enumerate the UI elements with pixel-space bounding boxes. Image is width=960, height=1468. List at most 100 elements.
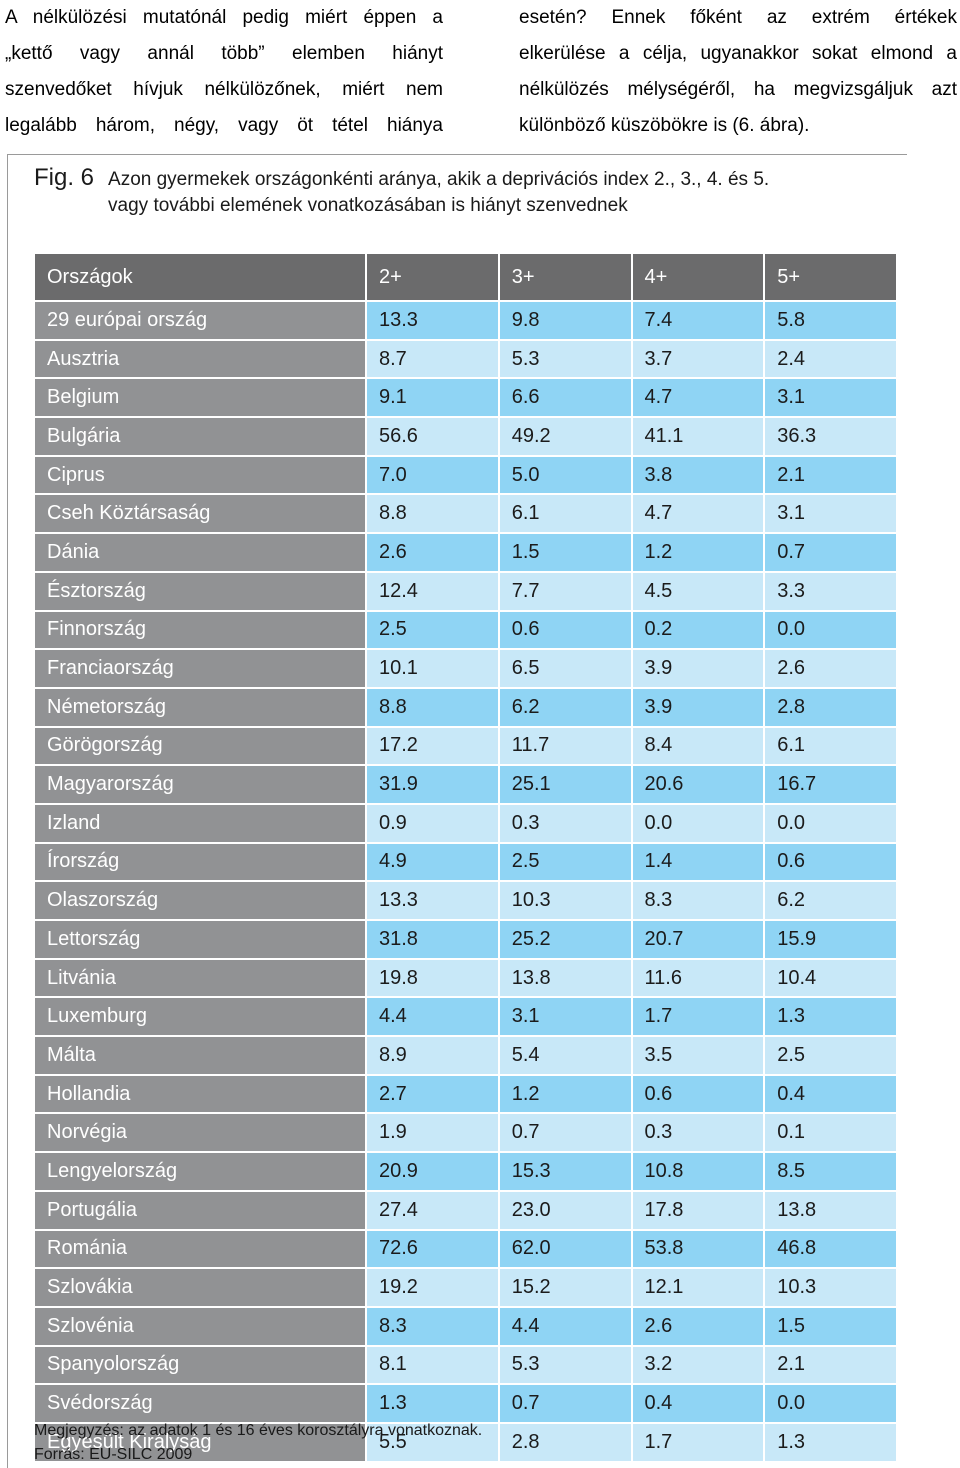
country-cell: Észtország: [35, 571, 367, 612]
value-cell: 2.7: [366, 1074, 500, 1115]
figure-title-line: vagy további elemének vonatkozásában is …: [108, 195, 628, 216]
country-cell: Finnország: [35, 610, 367, 651]
value-cell: 0.9: [366, 803, 500, 844]
value-cell: 8.3: [631, 881, 766, 921]
value-cell: 56.6: [366, 417, 500, 457]
country-cell: Németország: [35, 687, 367, 728]
value-cell: 49.2: [498, 417, 633, 457]
text-line: szenvedőket hívjuk nélkülözőnek, miért n…: [5, 79, 443, 100]
value-cell: 0.2: [631, 610, 766, 651]
value-cell: 31.9: [366, 765, 500, 805]
value-cell: 46.8: [764, 1229, 898, 1270]
value-cell: 13.8: [498, 958, 633, 999]
country-cell: Portugália: [35, 1190, 367, 1231]
figure-source: Forrás: EU-SILC 2009: [34, 1446, 193, 1463]
value-cell: 13.8: [764, 1190, 898, 1231]
country-cell: Egyesült Királyság: [35, 1422, 367, 1463]
table-row: Ciprus 7.0 5.0 3.8 2.1: [35, 455, 898, 496]
value-cell: 2.6: [366, 533, 500, 573]
table-row: Egyesült Királyság 5.5 2.8 1.7 1.3: [35, 1422, 898, 1463]
text-line: A nélkülözési mutatónál pedig miért éppe…: [5, 7, 443, 28]
country-cell: Ausztria: [35, 339, 367, 380]
value-cell: 7.0: [366, 455, 500, 496]
country-cell: Svédország: [35, 1384, 367, 1424]
figure-title: Azon gyermekek országonkénti aránya, aki…: [108, 165, 769, 219]
value-cell: 62.0: [498, 1229, 633, 1270]
value-cell: 2.1: [764, 1345, 898, 1386]
table-row: Írország 4.9 2.5 1.4 0.6: [35, 842, 898, 883]
value-cell: 72.6: [366, 1229, 500, 1270]
header-5plus: 5+: [764, 254, 898, 302]
table-row: 29 európai ország 13.3 9.8 7.4 5.8: [35, 301, 898, 341]
table-row: Ausztria 8.7 5.3 3.7 2.4: [35, 339, 898, 380]
value-cell: 0.1: [764, 1113, 898, 1154]
table-row: Szlovénia 8.3 4.4 2.6 1.5: [35, 1306, 898, 1347]
country-cell: Luxemburg: [35, 997, 367, 1038]
value-cell: 8.5: [764, 1152, 898, 1192]
value-cell: 0.3: [498, 803, 633, 844]
table-row: Hollandia 2.7 1.2 0.6 0.4: [35, 1074, 898, 1115]
country-cell: Szlovénia: [35, 1306, 367, 1347]
value-cell: 19.8: [366, 958, 500, 999]
header-2plus: 2+: [366, 254, 500, 302]
value-cell: 0.6: [764, 842, 898, 883]
table-row: Belgium 9.1 6.6 4.7 3.1: [35, 378, 898, 419]
value-cell: 3.1: [764, 494, 898, 535]
value-cell: 1.5: [498, 533, 633, 573]
value-cell: 20.6: [631, 765, 766, 805]
country-cell: Bulgária: [35, 417, 367, 457]
header-4plus: 4+: [631, 254, 766, 302]
value-cell: 8.8: [366, 494, 500, 535]
body-text: A nélkülözési mutatónál pedig miért éppe…: [5, 0, 957, 145]
value-cell: 6.5: [498, 649, 633, 689]
table-row: Norvégia 1.9 0.7 0.3 0.1: [35, 1113, 898, 1154]
value-cell: 15.3: [498, 1152, 633, 1192]
value-cell: 0.0: [764, 803, 898, 844]
value-cell: 16.7: [764, 765, 898, 805]
value-cell: 2.8: [764, 687, 898, 728]
value-cell: 10.8: [631, 1152, 766, 1192]
value-cell: 7.4: [631, 301, 766, 341]
value-cell: 1.9: [366, 1113, 500, 1154]
value-cell: 8.7: [366, 339, 500, 380]
country-cell: Dánia: [35, 533, 367, 573]
value-cell: 3.8: [631, 455, 766, 496]
value-cell: 1.2: [498, 1074, 633, 1115]
text-line: esetén? Ennek főként az extrém értékek: [519, 7, 957, 28]
table-row: Portugália 27.4 23.0 17.8 13.8: [35, 1190, 898, 1231]
value-cell: 4.4: [498, 1306, 633, 1347]
figure-6: Fig. 6 Azon gyermekek országonkénti arán…: [7, 154, 907, 1468]
value-cell: 20.7: [631, 920, 766, 960]
country-cell: Spanyolország: [35, 1345, 367, 1386]
value-cell: 1.3: [764, 997, 898, 1038]
value-cell: 1.7: [631, 997, 766, 1038]
value-cell: 2.8: [498, 1422, 633, 1463]
header-3plus: 3+: [498, 254, 633, 302]
country-cell: Cseh Köztársaság: [35, 494, 367, 535]
table-row: Spanyolország 8.1 5.3 3.2 2.1: [35, 1345, 898, 1386]
country-cell: Lettország: [35, 920, 367, 960]
value-cell: 5.4: [498, 1036, 633, 1076]
value-cell: 4.5: [631, 571, 766, 612]
value-cell: 6.1: [498, 494, 633, 535]
country-cell: Litvánia: [35, 958, 367, 999]
value-cell: 7.7: [498, 571, 633, 612]
value-cell: 4.7: [631, 378, 766, 419]
value-cell: 3.3: [764, 571, 898, 612]
table-row: Cseh Köztársaság 8.8 6.1 4.7 3.1: [35, 494, 898, 535]
value-cell: 6.2: [764, 881, 898, 921]
table-row: Görögország 17.2 11.7 8.4 6.1: [35, 726, 898, 767]
country-cell: Franciaország: [35, 649, 367, 689]
value-cell: 6.2: [498, 687, 633, 728]
value-cell: 8.8: [366, 687, 500, 728]
value-cell: 2.5: [366, 610, 500, 651]
country-cell: Lengyelország: [35, 1152, 367, 1192]
value-cell: 2.6: [764, 649, 898, 689]
table-row: Bulgária 56.6 49.2 41.1 36.3: [35, 417, 898, 457]
table-row: Németország 8.8 6.2 3.9 2.8: [35, 687, 898, 728]
value-cell: 0.7: [498, 1384, 633, 1424]
value-cell: 5.3: [498, 339, 633, 380]
value-cell: 1.3: [366, 1384, 500, 1424]
value-cell: 2.4: [764, 339, 898, 380]
value-cell: 8.3: [366, 1306, 500, 1347]
